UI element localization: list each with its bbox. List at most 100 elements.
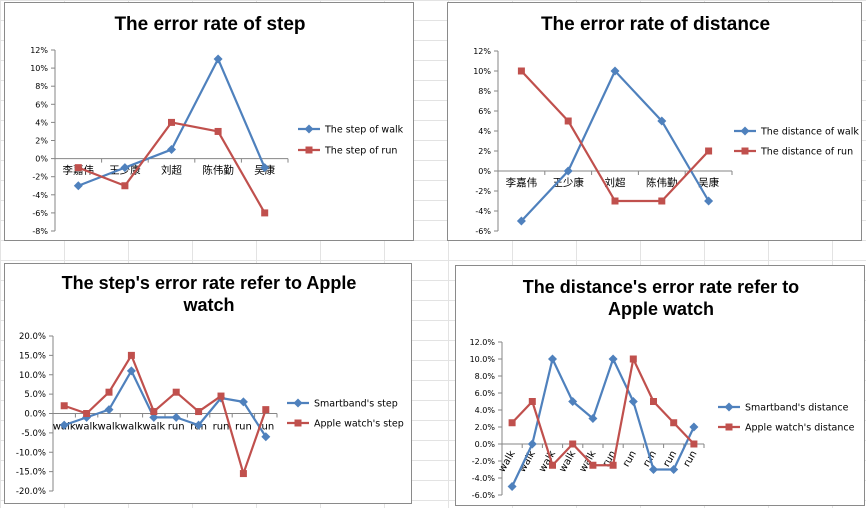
value-axis-tick-label: 6.0% <box>475 389 496 398</box>
data-point-diamond <box>507 482 517 491</box>
value-axis-tick-label: 4% <box>35 118 48 127</box>
category-tick-label: 刘超 <box>161 164 182 177</box>
data-point-diamond <box>527 439 537 449</box>
chart-title: The error rate of distance <box>540 14 771 35</box>
category-tick-label: walk <box>497 449 518 474</box>
chart-distance-error-rate[interactable]: The error rate of distance 12% 10% 8% 6% 4% 2… <box>447 2 862 241</box>
data-point-diamond <box>568 397 578 406</box>
value-axis-tick-label: -2.0% <box>472 457 496 466</box>
category-tick-label: 陈伟勤 <box>202 164 234 177</box>
data-point-square <box>83 410 91 417</box>
value-axis-tick-label: -2% <box>32 173 48 182</box>
data-point-square <box>105 388 113 396</box>
value-axis-tick-label: 8.0% <box>475 372 496 381</box>
legend-marker-square <box>725 423 733 431</box>
data-point-diamond <box>689 422 699 432</box>
data-point-square <box>609 461 617 469</box>
data-point-square <box>214 127 222 135</box>
data-point-square <box>549 461 556 469</box>
value-axis-tick-label: 2% <box>478 147 491 156</box>
value-axis-tick-label: 10.0% <box>470 355 496 364</box>
category-tick-label: walk <box>98 422 121 433</box>
data-point-diamond <box>260 163 270 173</box>
category-tick-label: walk <box>557 449 578 474</box>
data-point-diamond <box>194 420 204 430</box>
value-axis-tick-label: 0.0% <box>475 440 496 449</box>
value-axis-tick-label: 2.0% <box>475 423 496 432</box>
value-axis-tick-label: -2% <box>475 187 491 196</box>
data-point-square <box>168 118 175 126</box>
chart-plot-area: 12.0% 10.0% 8.0% 6.0% 4.0% 2.0% 0.0% -2.0% -4.0%… <box>470 338 855 500</box>
value-axis-tick-label: -6.0% <box>472 491 496 500</box>
value-axis-tick-label: 5.0% <box>24 390 46 400</box>
chart-title: The error rate of step <box>114 14 306 35</box>
data-point-square <box>508 419 516 427</box>
data-point-diamond <box>588 414 598 423</box>
value-axis-tick-label: -15.0% <box>16 468 46 478</box>
category-tick-label: run <box>682 449 700 469</box>
data-point-square <box>564 117 572 125</box>
legend-label-2: The step of run <box>324 146 397 157</box>
legend-label-1: The step of walk <box>324 125 404 136</box>
value-axis-tick-label: 6% <box>35 100 48 109</box>
value-axis-tick-label: 12% <box>473 47 491 56</box>
data-point-diamond <box>149 412 159 422</box>
data-point-square <box>121 182 129 190</box>
value-axis-tick-label: 4% <box>478 127 491 136</box>
category-tick-label: run <box>661 449 679 469</box>
value-axis-tick-label: 12.0% <box>470 338 496 347</box>
data-point-diamond <box>104 405 114 415</box>
value-axis-tick-label: 6% <box>478 107 491 116</box>
data-point-square <box>705 147 713 155</box>
legend-marker-square <box>741 147 749 155</box>
data-point-square <box>569 440 577 448</box>
value-axis-tick-label: 8% <box>478 87 491 96</box>
legend-label-1: The distance of walk <box>760 127 859 138</box>
chart-step-vs-apple-watch[interactable]: The step's error rate refer to Apple wat… <box>4 263 412 504</box>
value-axis-tick-label: 10.0% <box>19 371 46 381</box>
value-axis-tick-label: -8% <box>32 227 48 236</box>
data-point-square <box>217 392 225 400</box>
value-axis-tick-label: 12% <box>30 46 48 55</box>
data-point-diamond <box>610 66 620 76</box>
category-tick-label: walk <box>142 422 165 433</box>
data-point-square <box>589 461 597 469</box>
chart-plot-area: 20.0% 15.0% 10.0% 5.0% 0.0% -5.0% -10.0% -15.0%… <box>16 332 404 497</box>
legend-label-1: Smartband's step <box>314 399 398 410</box>
data-point-square <box>670 419 678 427</box>
value-axis-tick-label: -20.0% <box>16 487 46 497</box>
chart-title: The step's error rate refer to Apple wat… <box>5 273 413 316</box>
data-point-diamond <box>608 354 618 364</box>
data-point-diamond <box>548 354 557 364</box>
data-point-square <box>261 209 269 217</box>
value-axis-tick-label: 2% <box>35 137 48 146</box>
legend-label-2: The distance of run <box>760 147 853 158</box>
chart-step-error-rate[interactable]: The error rate of step 12% 10% 8% 6% 4% 2% 0% -… <box>4 2 414 241</box>
legend-label-2: Apple watch's distance <box>745 423 855 434</box>
value-axis-tick-label: 0.0% <box>24 410 46 420</box>
value-axis-tick-label: -6% <box>32 209 48 218</box>
data-point-diamond <box>649 465 658 474</box>
data-point-square <box>150 408 158 416</box>
category-tick-label: 陈伟勤 <box>646 176 678 189</box>
value-axis-tick-label: -4% <box>475 207 491 216</box>
category-tick-label: 李嘉伟 <box>506 176 538 189</box>
data-point-diamond <box>171 412 181 422</box>
legend-marker-diamond <box>304 124 314 134</box>
chart-title-line-2: Apple watch <box>607 298 714 319</box>
series-line-1 <box>511 357 695 487</box>
data-point-square <box>239 470 247 478</box>
chart-plot-area: 12%10%8%6%4%2%0%-2%-4%-6%-8%李嘉伟王少康刘超陈伟勤吴… <box>30 46 404 236</box>
data-point-square <box>658 197 666 205</box>
legend-label-2: Apple watch's step <box>314 419 404 430</box>
value-axis-tick-label: -4% <box>32 191 48 200</box>
chart-title-line-2: watch <box>183 294 235 315</box>
category-tick-label: 刘超 <box>605 176 626 189</box>
category-tick-label: run <box>168 422 185 433</box>
data-point-square <box>74 164 82 172</box>
data-point-square <box>195 408 203 416</box>
chart-distance-vs-apple-watch[interactable]: The distance's error rate refer to Apple… <box>455 265 865 506</box>
value-axis-tick-label: 0% <box>35 155 48 164</box>
value-axis-tick-label: 0% <box>478 167 491 176</box>
data-point-diamond <box>59 420 69 430</box>
